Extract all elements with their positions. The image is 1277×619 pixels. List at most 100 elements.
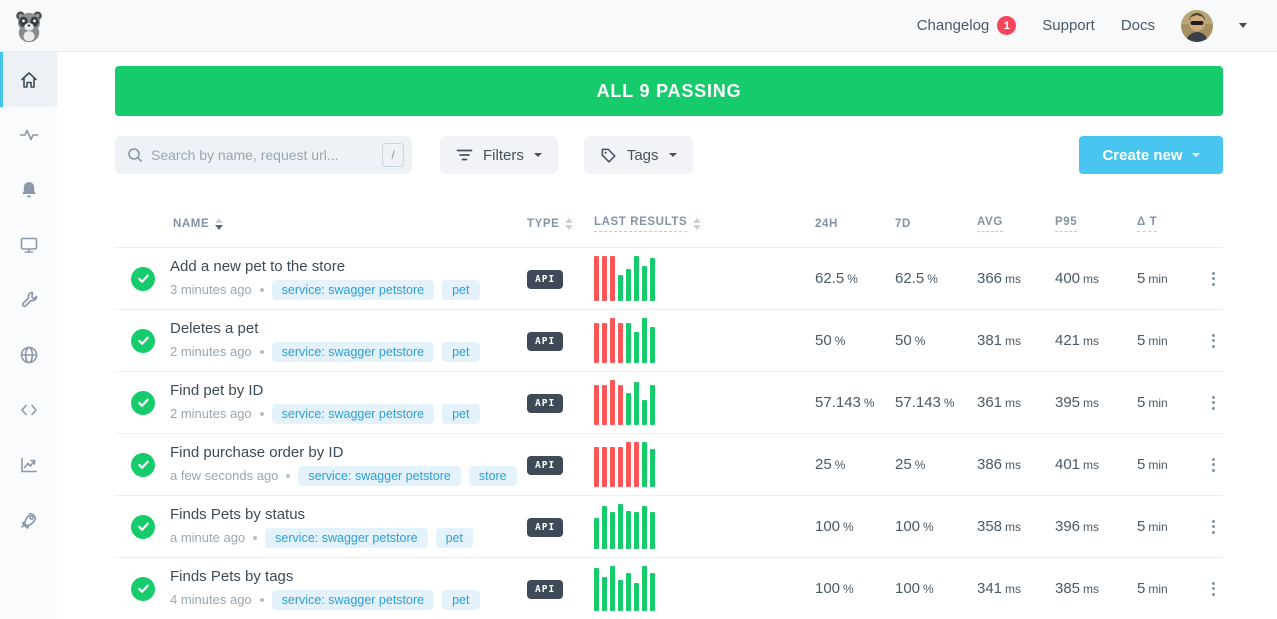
sidebar-item-alerts[interactable]	[0, 162, 57, 217]
result-bar-failed[interactable]	[602, 323, 607, 363]
search-input[interactable]	[151, 147, 382, 163]
tags-button[interactable]: Tags	[583, 136, 693, 174]
column-header-type[interactable]: TYPE	[527, 218, 594, 230]
check-name[interactable]: Finds Pets by tags	[170, 567, 294, 585]
tag-chip[interactable]: service: swagger petstore	[271, 341, 435, 362]
sidebar-item-api[interactable]	[0, 382, 57, 437]
result-bar-failed[interactable]	[602, 447, 607, 487]
result-bar-failed[interactable]	[626, 442, 631, 487]
result-bar-passed[interactable]	[602, 577, 607, 611]
check-name[interactable]: Add a new pet to the store	[170, 257, 346, 275]
account-menu-caret-icon[interactable]	[1239, 23, 1247, 28]
result-bar-passed[interactable]	[610, 512, 615, 549]
row-options-menu-icon[interactable]	[1206, 392, 1221, 414]
result-bar-passed[interactable]	[626, 268, 631, 301]
nav-support[interactable]: Support	[1042, 17, 1095, 34]
result-bar-passed[interactable]	[618, 274, 623, 301]
check-name[interactable]: Find pet by ID	[170, 381, 264, 399]
result-bar-passed[interactable]	[626, 572, 631, 611]
sidebar-item-dashboards[interactable]	[0, 217, 57, 272]
result-bar-passed[interactable]	[634, 512, 639, 549]
check-row[interactable]: Finds Pets by status a minute ago servic…	[115, 496, 1223, 558]
result-bar-passed[interactable]	[618, 579, 623, 611]
result-bar-passed[interactable]	[626, 510, 631, 549]
result-bar-failed[interactable]	[594, 385, 599, 425]
tag-chip[interactable]: service: swagger petstore	[271, 403, 435, 424]
status-banner[interactable]: ALL 9 PASSING	[115, 66, 1223, 116]
tag-chip[interactable]: service: swagger petstore	[298, 465, 461, 486]
result-bar-passed[interactable]	[594, 568, 599, 611]
result-bar-passed[interactable]	[642, 318, 647, 363]
check-name[interactable]: Deletes a pet	[170, 319, 259, 337]
result-bar-passed[interactable]	[602, 506, 607, 549]
result-bar-passed[interactable]	[634, 331, 639, 363]
check-row[interactable]: Find pet by ID 2 minutes ago service: sw…	[115, 372, 1223, 434]
column-header-last-results[interactable]: LAST RESULTS	[594, 216, 815, 232]
result-bar-passed[interactable]	[650, 258, 655, 301]
column-header-name[interactable]: NAME	[170, 218, 527, 230]
column-header-p95[interactable]: P95	[1055, 216, 1137, 232]
result-bar-passed[interactable]	[634, 382, 639, 425]
tag-chip[interactable]: pet	[442, 589, 480, 610]
avatar[interactable]	[1181, 9, 1213, 42]
sidebar-item-home[interactable]	[0, 52, 57, 107]
result-bar-passed[interactable]	[650, 572, 655, 611]
result-bar-passed[interactable]	[650, 512, 655, 549]
column-header-delta-t[interactable]: Δ T	[1137, 216, 1206, 232]
result-bar-failed[interactable]	[594, 323, 599, 363]
sidebar-item-maintenance[interactable]	[0, 272, 57, 327]
result-bar-failed[interactable]	[610, 256, 615, 301]
row-options-menu-icon[interactable]	[1206, 516, 1221, 538]
result-bar-failed[interactable]	[634, 442, 639, 487]
result-bar-passed[interactable]	[642, 400, 647, 425]
result-bar-passed[interactable]	[618, 504, 623, 549]
check-row[interactable]: Finds Pets by tags 4 minutes ago service…	[115, 558, 1223, 619]
result-bar-passed[interactable]	[626, 323, 631, 363]
row-options-menu-icon[interactable]	[1206, 330, 1221, 352]
result-bar-passed[interactable]	[594, 518, 599, 549]
result-bar-failed[interactable]	[610, 380, 615, 425]
tag-chip[interactable]: service: swagger petstore	[271, 279, 435, 300]
search-box[interactable]: /	[115, 136, 412, 174]
tag-chip[interactable]: pet	[442, 279, 480, 300]
check-row[interactable]: Add a new pet to the store 3 minutes ago…	[115, 248, 1223, 310]
result-bar-failed[interactable]	[594, 447, 599, 487]
result-bar-failed[interactable]	[618, 385, 623, 425]
result-bar-failed[interactable]	[602, 385, 607, 425]
create-new-button[interactable]: Create new	[1079, 136, 1223, 174]
row-options-menu-icon[interactable]	[1206, 454, 1221, 476]
row-options-menu-icon[interactable]	[1206, 578, 1221, 600]
tag-chip[interactable]: service: swagger petstore	[265, 527, 428, 548]
sidebar-item-activity[interactable]	[0, 107, 57, 162]
check-name[interactable]: Finds Pets by status	[170, 505, 306, 523]
sidebar-item-analytics[interactable]	[0, 437, 57, 492]
check-name[interactable]: Find purchase order by ID	[170, 443, 344, 461]
result-bar-passed[interactable]	[650, 327, 655, 363]
result-bar-passed[interactable]	[634, 583, 639, 611]
tag-chip[interactable]: pet	[435, 527, 473, 548]
result-bar-failed[interactable]	[602, 256, 607, 301]
result-bar-failed[interactable]	[618, 323, 623, 363]
filters-button[interactable]: Filters	[440, 136, 558, 174]
tag-chip[interactable]: service: swagger petstore	[271, 589, 435, 610]
result-bar-passed[interactable]	[634, 256, 639, 301]
sidebar-item-launch[interactable]	[0, 492, 57, 547]
result-bar-failed[interactable]	[610, 447, 615, 487]
sidebar-item-locations[interactable]	[0, 327, 57, 382]
result-bar-passed[interactable]	[642, 566, 647, 611]
result-bar-failed[interactable]	[594, 256, 599, 301]
tag-chip[interactable]: store	[468, 465, 517, 486]
row-options-menu-icon[interactable]	[1206, 268, 1221, 290]
result-bar-passed[interactable]	[642, 442, 647, 487]
result-bar-failed[interactable]	[610, 318, 615, 363]
check-row[interactable]: Deletes a pet 2 minutes ago service: swa…	[115, 310, 1223, 372]
raccoon-logo-icon[interactable]	[12, 9, 46, 43]
column-header-avg[interactable]: AVG	[977, 216, 1055, 232]
result-bar-passed[interactable]	[650, 384, 655, 425]
result-bar-passed[interactable]	[642, 265, 647, 301]
result-bar-passed[interactable]	[642, 506, 647, 549]
result-bar-failed[interactable]	[618, 447, 623, 487]
result-bar-passed[interactable]	[626, 392, 631, 425]
tag-chip[interactable]: pet	[442, 341, 480, 362]
result-bar-passed[interactable]	[610, 566, 615, 611]
